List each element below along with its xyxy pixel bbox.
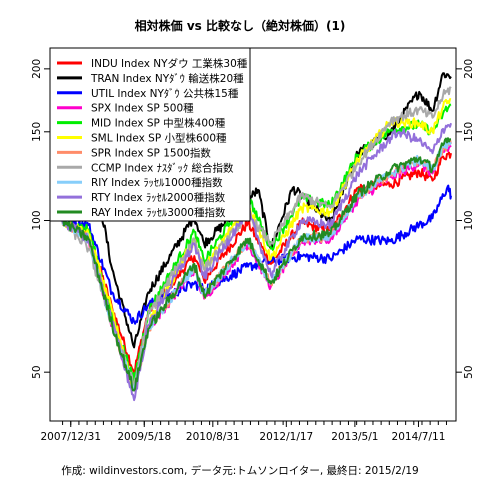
legend-label-1: TRAN Index NYﾀﾞｳ 輸送株20種 xyxy=(90,72,244,85)
legend-box xyxy=(49,47,251,222)
legend-label-5: SML Index SP 小型株600種 xyxy=(91,132,227,145)
x-tick-label-5: 2014/7/11 xyxy=(392,431,446,443)
legend-label-3: SPX Index SP 500種 xyxy=(91,102,194,115)
y-axis-left: 50 100 150 200 xyxy=(31,59,50,379)
series-line-10 xyxy=(61,137,452,392)
chart-footer: 作成: wildinvestors.com, データ元:トムソンロイター, 最終… xyxy=(61,464,418,477)
x-tick-label-2: 2010/8/31 xyxy=(186,431,240,443)
series-line-2 xyxy=(61,184,452,325)
series-line-1 xyxy=(61,72,452,349)
y-tick-label-left-2: 150 xyxy=(31,122,43,142)
legend-label-4: MID Index SP 中型株400種 xyxy=(91,117,226,130)
x-axis: 2007/12/31 2009/5/18 2010/8/31 2012/1/17 201… xyxy=(40,421,447,443)
x-tick-label-4: 2013/5/1 xyxy=(331,431,378,443)
y-axis-right: 50 100 150 200 xyxy=(456,59,475,379)
x-tick-label-3: 2012/1/17 xyxy=(259,431,313,443)
x-tick-label-0: 2007/12/31 xyxy=(40,431,101,443)
y-tick-label-right-3: 200 xyxy=(463,59,475,79)
legend-label-0: INDU Index NYダウ 工業株30種 xyxy=(91,57,248,70)
legend: INDU Index NYダウ 工業株30種 TRAN Index NYﾀﾞｳ 輸… xyxy=(49,47,251,222)
legend-label-2: UTIL Index NYﾀﾞｳ 公共株15種 xyxy=(91,87,239,100)
y-tick-label-left-1: 100 xyxy=(31,210,43,230)
y-tick-label-right-2: 150 xyxy=(463,122,475,142)
y-tick-label-left-3: 200 xyxy=(31,59,43,79)
legend-label-7: CCMP Index ﾅｽﾀﾞｯｸ 総合指数 xyxy=(91,161,234,174)
y-tick-label-left-0: 50 xyxy=(31,365,43,378)
legend-label-10: RAY Index ﾗｯｾﾙ3000種指数 xyxy=(91,206,226,219)
plot-frame xyxy=(49,47,457,422)
y-tick-label-right-0: 50 xyxy=(463,365,475,378)
chart-title: 相対株価 vs 比較なし（絶対株価）(1) xyxy=(135,18,346,33)
y-tick-label-right-1: 100 xyxy=(463,210,475,230)
series-line-4 xyxy=(61,103,452,383)
series-line-9 xyxy=(61,122,452,402)
series-layer xyxy=(61,72,452,402)
legend-label-8: RIY Index ﾗｯｾﾙ1000種指数 xyxy=(91,176,223,189)
legend-label-9: RTY Index ﾗｯｾﾙ2000種指数 xyxy=(91,191,226,204)
x-tick-label-1: 2009/5/18 xyxy=(117,431,171,443)
legend-label-6: SPR Index SP 1500指数 xyxy=(91,146,211,159)
